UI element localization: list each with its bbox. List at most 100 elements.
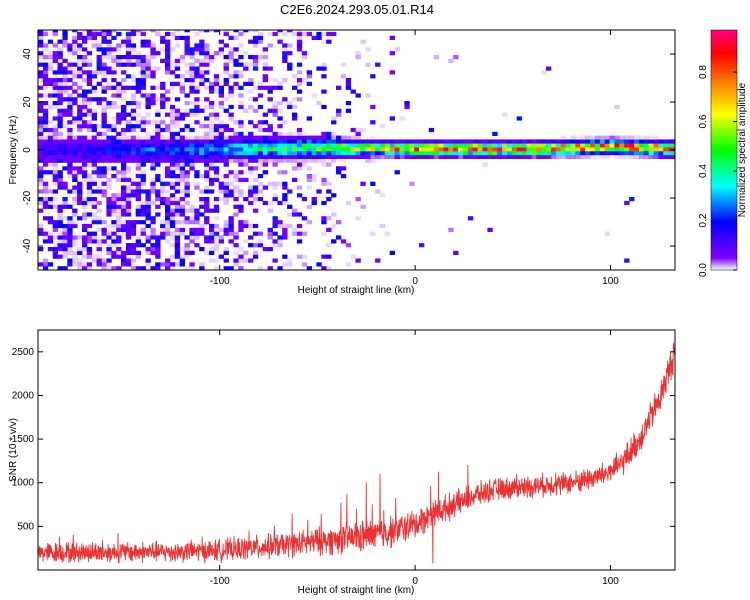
spectrogram-cell bbox=[116, 170, 122, 175]
spectrogram-cell bbox=[189, 204, 195, 209]
spectrogram-cell bbox=[277, 147, 283, 152]
spectrogram-cell bbox=[62, 78, 68, 83]
spectrogram-cell bbox=[38, 35, 44, 40]
spectrogram-cell bbox=[140, 30, 146, 33]
spectrogram-cell bbox=[389, 139, 395, 144]
spectrogram-cell bbox=[179, 143, 185, 148]
spectrogram-cell bbox=[140, 158, 146, 163]
spectrogram-cell bbox=[228, 47, 234, 52]
spectrogram-cell bbox=[546, 66, 552, 71]
spectrogram-cell bbox=[209, 239, 215, 244]
spectrogram-cell bbox=[67, 189, 73, 194]
spectrogram-cell bbox=[179, 135, 185, 140]
spectrogram-cell bbox=[194, 51, 200, 56]
spectrogram-cell bbox=[292, 151, 298, 156]
spectrogram-cell bbox=[140, 85, 146, 90]
spectrogram-cell bbox=[233, 174, 239, 179]
spectrogram-cell bbox=[165, 223, 171, 229]
spectrogram-cell bbox=[428, 151, 435, 156]
spectrogram-cell bbox=[106, 104, 112, 110]
spectrogram-cell bbox=[130, 181, 137, 186]
spectrogram-cell bbox=[296, 147, 303, 152]
spectrogram-cell bbox=[199, 47, 205, 52]
spectrogram-cell bbox=[248, 143, 254, 148]
spectrogram-cell bbox=[155, 147, 161, 152]
spectrogram-cell bbox=[91, 231, 97, 236]
spectrogram-cell bbox=[443, 143, 449, 148]
spectrogram-cell bbox=[42, 162, 49, 167]
spectrogram-cell bbox=[526, 139, 532, 144]
spectrogram-cell bbox=[238, 135, 244, 140]
spectrogram-cell bbox=[614, 154, 620, 159]
spectrogram-cell bbox=[194, 70, 200, 75]
spectrogram-cell bbox=[233, 250, 239, 255]
spectrogram-cell bbox=[296, 193, 303, 198]
spectrogram-cell bbox=[179, 151, 185, 156]
colorbar-label: Normalized spectral amplitude bbox=[737, 82, 748, 217]
spectrogram-cell bbox=[453, 55, 459, 60]
spectrogram-cell bbox=[130, 101, 137, 106]
spectrogram-cell bbox=[165, 174, 171, 179]
spectrogram-cell bbox=[155, 162, 161, 167]
spectrogram-cell bbox=[233, 131, 239, 136]
spectrogram-cell bbox=[145, 104, 151, 110]
spectrogram-cell bbox=[257, 120, 264, 125]
spectrogram-cell bbox=[267, 231, 273, 236]
spectrogram-cell bbox=[86, 143, 93, 148]
spectrogram-cell bbox=[67, 66, 73, 71]
spectrogram-cell bbox=[101, 135, 107, 140]
spectrogram-cell bbox=[199, 154, 205, 159]
spectrogram-cell bbox=[218, 51, 224, 56]
spectrogram-cell bbox=[160, 81, 166, 86]
spectrogram-cell bbox=[101, 55, 107, 60]
spectrogram-cell bbox=[248, 104, 254, 110]
spectrogram-cell bbox=[345, 81, 352, 86]
spectrogram-cell bbox=[145, 62, 151, 67]
spectrogram-cell bbox=[375, 62, 381, 67]
spectrogram-cell bbox=[116, 135, 122, 140]
spectrogram-cell bbox=[257, 174, 264, 179]
colorbar-tick-label: 0.0 bbox=[698, 263, 709, 277]
spectrogram-cell bbox=[82, 58, 88, 63]
spectrogram-cell bbox=[282, 154, 288, 159]
spectrogram-cell bbox=[184, 143, 190, 148]
spectrogram-cell bbox=[42, 147, 49, 152]
spectrogram-cell bbox=[296, 254, 303, 259]
spectrogram-cell bbox=[72, 74, 78, 79]
spectrogram-cell bbox=[252, 66, 259, 71]
spectrogram-cell bbox=[238, 193, 244, 198]
spectrogram-cell bbox=[82, 70, 88, 75]
spectrogram-cell bbox=[101, 139, 107, 144]
spectrogram-cell bbox=[106, 177, 112, 182]
spectrogram-cell bbox=[296, 30, 303, 33]
spectrogram-cell bbox=[355, 135, 361, 140]
spectrogram-cell bbox=[116, 223, 122, 229]
spectrogram-cell bbox=[209, 112, 215, 117]
spectrogram-cell bbox=[155, 247, 161, 252]
spectrogram-cell bbox=[62, 58, 68, 63]
spectrogram-cell bbox=[91, 116, 97, 121]
spectrogram-cell bbox=[125, 227, 132, 232]
spectrogram-cell bbox=[355, 197, 361, 202]
spectrogram-cell bbox=[277, 81, 283, 86]
spectrogram-cell bbox=[668, 151, 674, 156]
spectrogram-cell bbox=[252, 139, 259, 144]
spectrogram-cell bbox=[91, 189, 97, 194]
spectrogram-cell bbox=[301, 151, 308, 156]
spectrogram-cell bbox=[590, 139, 596, 144]
spectrogram-cell bbox=[179, 58, 185, 63]
spectrogram-cell bbox=[62, 139, 68, 144]
spectrogram-cells bbox=[38, 30, 675, 270]
spectrogram-cell bbox=[272, 197, 278, 202]
spectrogram-cell bbox=[238, 74, 244, 79]
spectrogram-cell bbox=[179, 170, 185, 175]
spectrogram-cell bbox=[218, 93, 224, 98]
spectrogram-cell bbox=[287, 43, 293, 48]
spectrogram-cell bbox=[179, 177, 185, 182]
spectrogram-cell bbox=[47, 154, 54, 159]
spectrogram-cell bbox=[42, 185, 49, 190]
spectrogram-cell bbox=[384, 147, 391, 152]
spectrogram-cell bbox=[38, 231, 44, 236]
spectrogram-cell bbox=[199, 147, 205, 152]
spectrogram-cell bbox=[189, 139, 195, 144]
